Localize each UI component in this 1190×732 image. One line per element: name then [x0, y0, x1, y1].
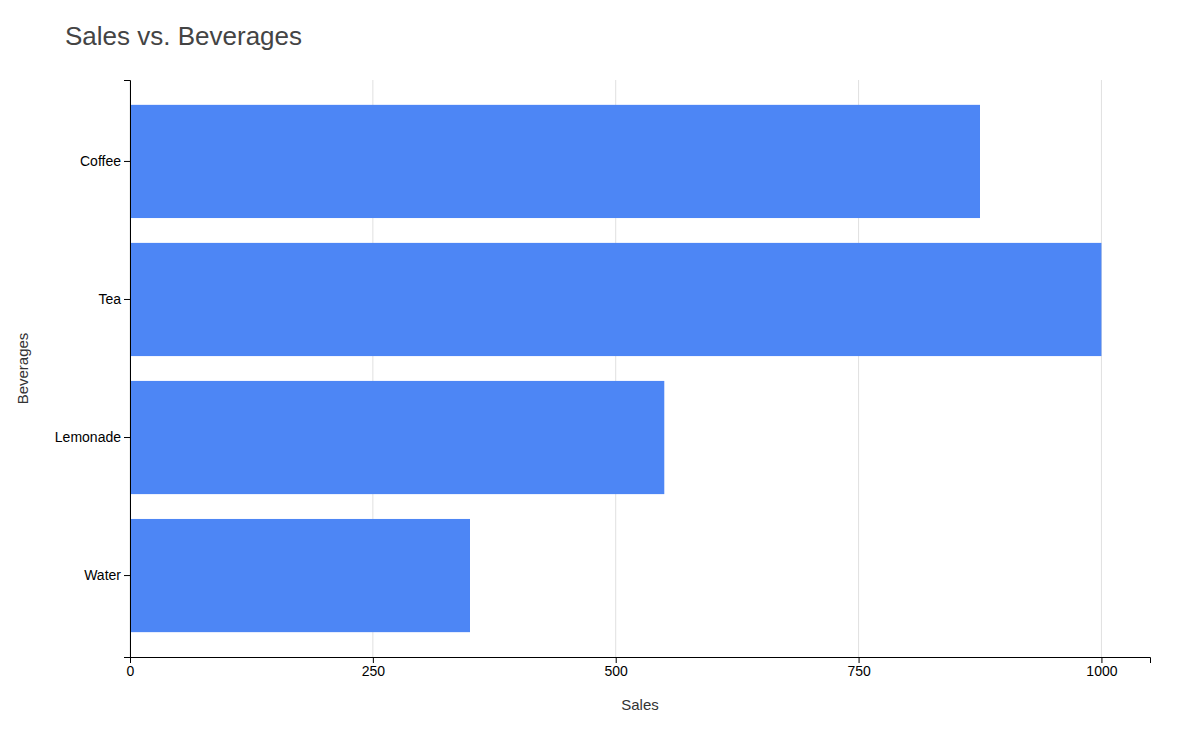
- tick: 500: [605, 657, 629, 679]
- bar: [130, 381, 664, 494]
- grid-line: [1101, 80, 1102, 657]
- tick-label: Water: [84, 567, 121, 583]
- tick: Water: [84, 567, 130, 583]
- axis-line: [124, 81, 131, 658]
- chart: Sales vs. Beverages 0 250 500 750 1000 Water Le…: [0, 0, 1190, 732]
- tick-label: 500: [605, 663, 629, 679]
- title: Sales vs. Beverages: [65, 21, 302, 51]
- tick-label: 250: [362, 663, 386, 679]
- tick: 250: [362, 657, 386, 679]
- tick: Lemonade: [55, 429, 130, 445]
- tick-mark: [124, 161, 130, 162]
- tick-label: Coffee: [80, 153, 121, 169]
- tick-label: 1000: [1086, 663, 1117, 679]
- y-axis-title: Beverages: [14, 333, 31, 405]
- bar: [130, 243, 1101, 356]
- tick-label: Tea: [98, 291, 121, 307]
- tick-label: 0: [127, 663, 135, 679]
- bars: [130, 105, 1101, 632]
- tick-label: 750: [847, 663, 871, 679]
- tick-mark: [124, 437, 130, 438]
- tick: Coffee: [80, 153, 130, 169]
- plot-area: 0 250 500 750 1000 Water Lemonade Tea Coffee: [55, 80, 1151, 679]
- tick: 1000: [1086, 657, 1117, 679]
- category-axis: Water Lemonade Tea Coffee: [55, 81, 131, 658]
- bar: [130, 519, 470, 632]
- tick: 0: [127, 657, 135, 679]
- x-axis-title: Sales: [621, 696, 659, 713]
- value-axis: 0 250 500 750 1000: [127, 657, 1151, 679]
- tick-label: Lemonade: [55, 429, 121, 445]
- bar: [130, 105, 980, 218]
- tick-mark: [124, 299, 130, 300]
- grid: [130, 80, 1101, 657]
- tick-mark: [124, 575, 130, 576]
- tick: Tea: [98, 291, 130, 307]
- tick: 750: [847, 657, 871, 679]
- axis-line: [131, 658, 1151, 664]
